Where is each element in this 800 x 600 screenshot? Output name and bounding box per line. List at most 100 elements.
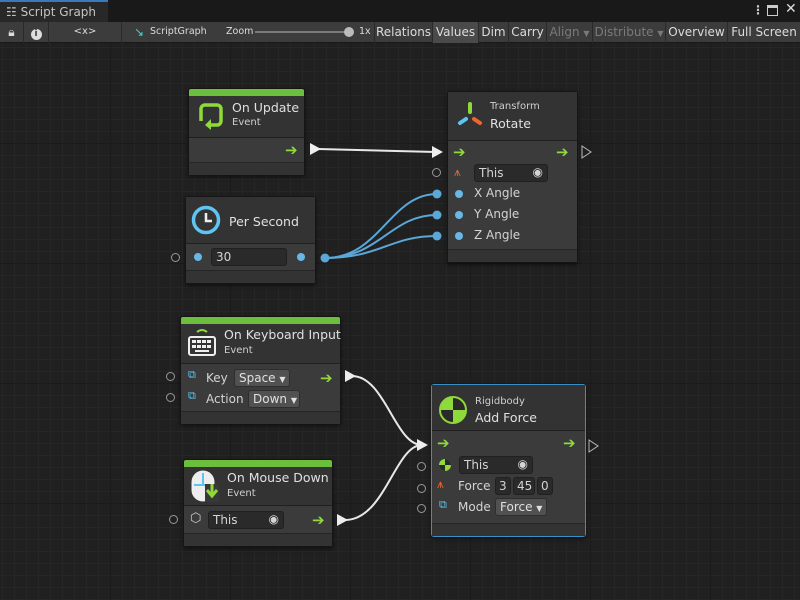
target-field[interactable]: This ◉ — [208, 511, 284, 529]
zoom-slider-handle[interactable] — [344, 27, 354, 37]
graph-canvas[interactable] — [0, 43, 800, 600]
value-port[interactable] — [455, 211, 463, 219]
value-out-port[interactable] — [320, 253, 330, 263]
graph-icon: ↘ — [134, 25, 145, 39]
transform-icon: ⩚ — [454, 165, 461, 179]
node-category: Rigidbody — [475, 396, 525, 407]
flow-in-arrow — [432, 146, 443, 158]
relations-button[interactable]: Relations — [374, 22, 433, 43]
flow-in-icon[interactable]: ➔ — [437, 434, 450, 452]
input-port[interactable] — [169, 515, 178, 524]
node-subtitle: Event — [227, 488, 256, 499]
node-transform-rotate[interactable]: Transform Rotate ➔ ➔ ⩚ This ◉ X Angle Y A… — [447, 91, 578, 263]
node-title: On Mouse Down — [227, 470, 329, 485]
force-z-field[interactable]: 0 — [537, 477, 553, 495]
node-title: Add Force — [475, 410, 537, 425]
force-x-field[interactable]: 3 — [495, 477, 511, 495]
input-port[interactable] — [417, 462, 426, 471]
input-port[interactable] — [166, 393, 175, 402]
tab-bar: ☷ Script Graph ⋮ ✕ — [0, 0, 800, 22]
carry-button[interactable]: Carry — [509, 22, 547, 43]
input-label: Y Angle — [474, 207, 520, 221]
node-rigidbody-add-force[interactable]: Rigidbody Add Force ➔ ➔ This ◉ ⩚ Force 3 … — [431, 384, 586, 537]
kebab-icon[interactable]: ⋮ — [752, 3, 764, 17]
close-icon[interactable]: ✕ — [785, 1, 797, 17]
dim-button[interactable]: Dim — [479, 22, 509, 43]
flow-out-port[interactable] — [588, 439, 599, 453]
overview-button[interactable]: Overview — [666, 22, 728, 43]
value-in-port[interactable] — [432, 231, 442, 241]
node-category: Transform — [490, 101, 540, 112]
node-on-mouse-down[interactable]: On Mouse Down Event ⬡ This ◉ ➔ — [183, 459, 333, 547]
rigidbody-icon — [439, 459, 451, 471]
maximize-icon[interactable] — [767, 5, 778, 16]
tab-title: Script Graph — [20, 5, 97, 19]
event-bar — [184, 460, 332, 467]
flow-edge-update-rotate — [317, 148, 437, 153]
node-header: On Update Event — [189, 96, 304, 138]
node-per-second[interactable]: Per Second 30 — [185, 196, 316, 284]
flow-out-icon[interactable]: ➔ — [320, 369, 333, 387]
input-port[interactable] — [171, 253, 180, 262]
vector3-icon: ⩚ — [437, 477, 444, 491]
lock-button[interactable]: 🔒︎ — [0, 22, 24, 43]
toolbar: 🔒︎ i <x> ↘ ScriptGraph Zoom 1x Relations… — [0, 22, 800, 43]
input-port[interactable] — [432, 168, 441, 177]
flow-out-port[interactable] — [581, 145, 592, 159]
align-dropdown[interactable]: Align ▼ — [547, 22, 593, 43]
input-port[interactable] — [417, 484, 426, 493]
flow-in-icon[interactable]: ➔ — [453, 143, 466, 161]
flow-out-icon[interactable]: ➔ — [312, 511, 325, 529]
node-header: Rigidbody Add Force — [432, 385, 585, 431]
input-port[interactable] — [166, 372, 175, 381]
values-button[interactable]: Values — [433, 22, 479, 43]
zoom-slider[interactable] — [255, 31, 353, 33]
flow-arrow-icon[interactable]: ➔ — [285, 141, 298, 159]
enum-icon: ⧉ — [439, 498, 447, 511]
node-title: On Update — [232, 100, 300, 115]
key-label: Key — [206, 371, 228, 385]
flow-edge-keyboard-addforce — [351, 375, 423, 446]
action-label: Action — [206, 392, 244, 406]
input-port[interactable] — [417, 504, 426, 513]
mode-dropdown[interactable]: Force ▼ — [495, 498, 547, 516]
graph-name[interactable]: ScriptGraph — [150, 26, 207, 37]
value-port[interactable] — [297, 253, 305, 261]
node-header: Per Second — [186, 197, 315, 244]
target-field[interactable]: This ◉ — [474, 164, 548, 182]
dropdown-arrow-icon: ▼ — [657, 29, 664, 38]
flow-in-arrow — [417, 439, 428, 451]
variables-button[interactable]: <x> — [49, 22, 122, 43]
force-y-field[interactable]: 45 — [513, 477, 535, 495]
dropdown-arrow-icon: ▼ — [290, 396, 297, 405]
node-on-keyboard-input[interactable]: On Keyboard Input Event ⧉ Key Space ▼ ➔ … — [180, 316, 341, 424]
node-on-update[interactable]: On Update Event ➔ — [188, 88, 305, 175]
object-picker-icon[interactable]: ◉ — [268, 512, 279, 526]
object-picker-icon[interactable]: ◉ — [532, 165, 543, 179]
distribute-dropdown[interactable]: Distribute ▼ — [593, 22, 666, 43]
key-dropdown[interactable]: Space ▼ — [234, 369, 290, 387]
input-label: Z Angle — [474, 228, 521, 242]
value-in-port[interactable] — [432, 189, 442, 199]
tab-script-graph[interactable]: ☷ Script Graph — [0, 0, 108, 22]
mouse-down-icon — [191, 470, 219, 502]
rigidbody-icon — [439, 396, 467, 424]
target-field[interactable]: This ◉ — [459, 456, 533, 474]
value-port[interactable] — [455, 190, 463, 198]
lock-icon: 🔒︎ — [8, 25, 15, 39]
fullscreen-button[interactable]: Full Screen — [731, 25, 797, 39]
object-picker-icon[interactable]: ◉ — [517, 457, 528, 471]
force-label: Force — [458, 479, 491, 493]
zoom-value: 1x — [359, 26, 371, 37]
value-in-port[interactable] — [432, 210, 442, 220]
value-field[interactable]: 30 — [211, 248, 287, 266]
action-dropdown[interactable]: Down ▼ — [248, 390, 300, 408]
flow-out-arrow — [337, 514, 348, 526]
flow-out-arrow — [345, 370, 356, 382]
info-button[interactable]: i — [24, 22, 49, 43]
value-port[interactable] — [455, 232, 463, 240]
value-port[interactable] — [194, 253, 202, 261]
flow-out-icon[interactable]: ➔ — [556, 143, 569, 161]
flow-out-icon[interactable]: ➔ — [563, 434, 576, 452]
